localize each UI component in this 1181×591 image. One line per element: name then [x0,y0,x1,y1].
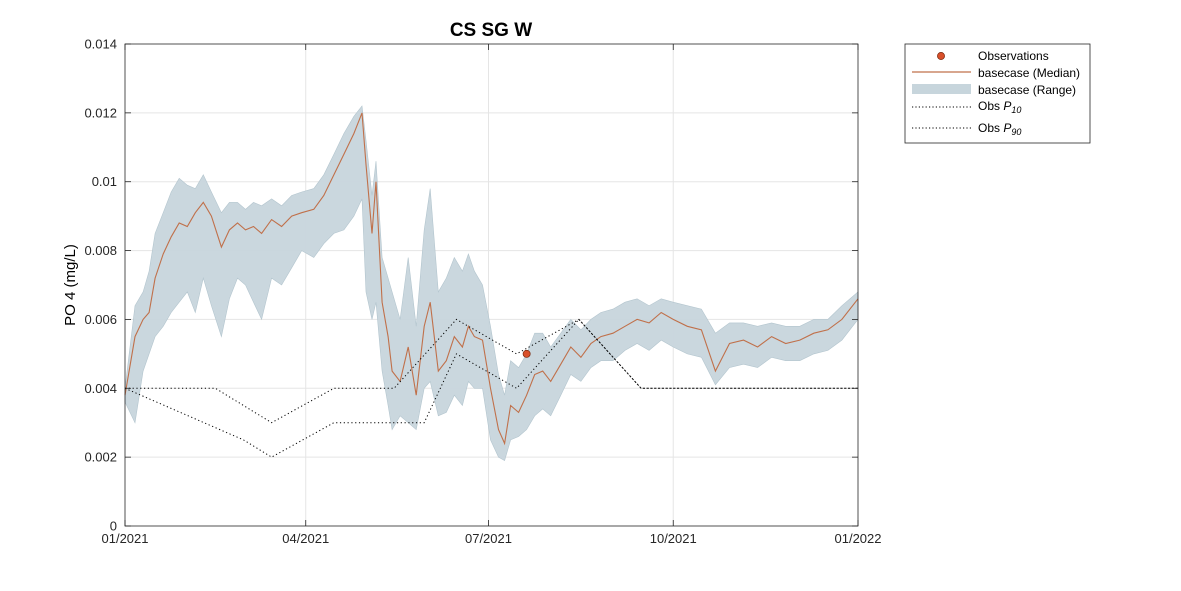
legend-p90-subscript: 90 [1011,127,1021,137]
legend-p10-prefix: Obs [978,99,1003,113]
legend-p10-label: Obs P10 [978,99,1021,115]
observations-layer [522,349,531,358]
observation-point [522,349,531,358]
legend-p90-prefix: Obs [978,121,1003,135]
x-tick-label: 01/2021 [102,531,149,546]
axis-ticks: 01/2021 04/2021 07/2021 10/2021 01/2022 0 0.00… [84,37,881,547]
y-tick-label: 0 [110,519,117,534]
legend-observations-label: Observations [978,49,1049,63]
legend: Observations basecase (Median) basecase … [904,43,1091,144]
y-tick-label: 0.01 [92,174,117,189]
x-tick-label: 07/2021 [465,531,512,546]
obs-p10-line [124,318,858,458]
y-axis-label: PO 4 (mg/L) [62,244,79,326]
median-line-layer [124,112,859,446]
x-tick-label: 04/2021 [282,531,329,546]
y-tick-label: 0.012 [84,105,117,120]
y-tick-label: 0.004 [84,381,117,396]
legend-p90-symbol: P [1003,121,1011,135]
legend-p10-symbol: P [1003,99,1011,113]
y-tick-label: 0.002 [84,450,117,465]
legend-observations-marker [937,52,945,60]
legend-median-label: basecase (Median) [978,66,1080,80]
median-line [124,112,859,446]
grid-lines [125,44,858,526]
plot-frame [124,43,859,527]
legend-p90-label: Obs P90 [978,121,1021,137]
obs-percentile-layer [124,318,858,458]
legend-range-swatch [912,84,971,94]
y-tick-label: 0.008 [84,243,117,258]
chart-title: CS SG W [450,20,532,41]
y-tick-label: 0.014 [84,37,117,52]
x-tick-label: 01/2022 [835,531,882,546]
x-tick-label: 10/2021 [650,531,697,546]
legend-p10-subscript: 10 [1011,105,1021,115]
y-tick-label: 0.006 [84,312,117,327]
legend-range-label: basecase (Range) [978,83,1076,97]
